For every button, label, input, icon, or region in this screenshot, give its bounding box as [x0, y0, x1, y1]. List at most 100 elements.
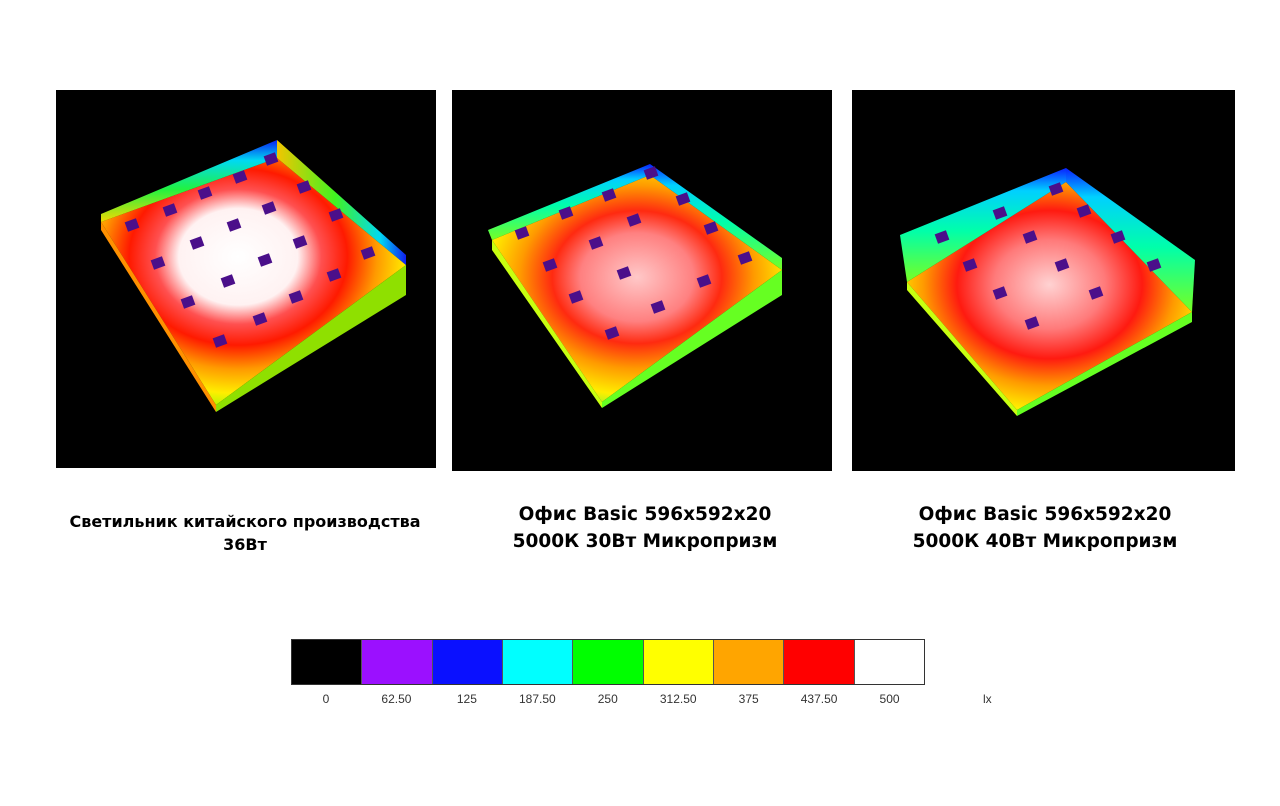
fixture	[257, 253, 273, 267]
back-wall-left	[900, 168, 1066, 282]
fixture-grid	[934, 182, 1162, 330]
front-edge-left	[101, 222, 216, 412]
color-scale-labels: 0 62.50 125 187.50 250 312.50 375 437.50 500	[291, 692, 931, 710]
fixture	[150, 256, 166, 270]
fixture	[180, 295, 196, 309]
fixture	[296, 180, 312, 194]
legend-swatch	[854, 640, 924, 684]
front-edge-left	[907, 282, 1017, 416]
room-3d-render	[900, 168, 1195, 416]
fixture	[162, 203, 178, 217]
back-wall-left	[488, 164, 650, 240]
unit-label: lx	[983, 692, 992, 706]
caption-line: 5000К 40Вт Микропризм	[912, 530, 1178, 552]
caption-line: 5000К 30Вт Микропризм	[512, 530, 778, 552]
fixture	[962, 258, 978, 272]
legend-value-label: 500	[879, 692, 900, 706]
fixture	[328, 208, 344, 222]
fixture	[1076, 204, 1092, 218]
room-3d-render	[101, 140, 406, 412]
fixture	[992, 206, 1008, 220]
front-edge-right	[1017, 312, 1192, 416]
fixture	[604, 326, 620, 340]
illuminance-render-chinese-36w	[56, 90, 436, 468]
fixture	[626, 213, 642, 227]
caption-panel-3: Офис Basic 596x592x20 5000К 40Вт Микропр…	[840, 502, 1250, 556]
fixture	[703, 221, 719, 235]
fixture	[263, 152, 279, 166]
legend-value-label: 125	[456, 692, 477, 706]
fixture	[1024, 316, 1040, 330]
fixture	[675, 192, 691, 206]
legend-value-label: 62.50	[381, 692, 412, 706]
floor-heatmap	[492, 175, 782, 402]
fixture-grid	[124, 152, 376, 348]
fixture	[226, 218, 242, 232]
front-edge-right	[602, 270, 782, 408]
fixture	[360, 246, 376, 260]
illuminance-render-office-basic-40w	[852, 90, 1235, 471]
back-wall-right	[650, 164, 782, 270]
fixture	[992, 286, 1008, 300]
legend-swatch	[502, 640, 574, 684]
legend-value-label: 250	[597, 692, 618, 706]
illuminance-render-office-basic-30w	[452, 90, 832, 471]
fixture	[288, 290, 304, 304]
fixture	[737, 251, 753, 265]
room-3d-render	[488, 164, 782, 408]
back-wall-right	[277, 140, 406, 265]
front-edge-left	[492, 240, 602, 408]
fixture	[1054, 258, 1070, 272]
floor-heatmap	[101, 158, 406, 405]
fixture	[601, 188, 617, 202]
fixture-grid	[514, 166, 753, 340]
fixture	[558, 206, 574, 220]
fixture	[696, 274, 712, 288]
fixture	[1022, 230, 1038, 244]
fixture	[220, 274, 236, 288]
fixture	[616, 266, 632, 280]
legend-value-label: 187.50	[518, 692, 556, 706]
legend-value-label: 312.50	[659, 692, 697, 706]
fixture	[514, 226, 530, 240]
legend-swatch	[713, 640, 785, 684]
fixture	[1088, 286, 1104, 300]
legend-swatch	[784, 640, 855, 684]
back-wall-left	[101, 140, 277, 222]
legend-swatch	[362, 640, 433, 684]
legend-value-label: 375	[738, 692, 759, 706]
fixture	[1048, 182, 1064, 196]
caption-line: Офис Basic 596x592x20	[518, 504, 772, 525]
fixture	[588, 236, 604, 250]
caption-panel-1: Светильник китайского производства 36Вт	[40, 510, 450, 556]
fixture	[1146, 258, 1162, 272]
caption-line: Офис Basic 596x592x20	[918, 504, 1172, 525]
fixture	[189, 236, 205, 250]
caption-panel-2: Офис Basic 596x592x20 5000К 30Вт Микропр…	[440, 502, 850, 556]
fixture	[326, 268, 342, 282]
legend-swatch	[573, 640, 644, 684]
caption-line: 36Вт	[223, 535, 267, 555]
legend-swatch	[643, 640, 714, 684]
fixture	[643, 166, 659, 180]
color-scale-legend	[291, 639, 925, 685]
fixture	[934, 230, 950, 244]
legend-value-label: 437.50	[800, 692, 838, 706]
fixture	[197, 186, 213, 200]
fixture	[252, 312, 268, 326]
legend-swatch	[432, 640, 503, 684]
fixture	[650, 300, 666, 314]
fixture	[1110, 230, 1126, 244]
caption-line: Светильник китайского производства	[69, 512, 421, 531]
fixture	[542, 258, 558, 272]
legend-value-label: 0	[322, 692, 330, 706]
fixture	[212, 334, 228, 348]
front-edge-right	[216, 265, 406, 412]
fixture	[261, 201, 277, 215]
fixture	[292, 235, 308, 249]
fixture	[568, 290, 584, 304]
fixture	[124, 218, 140, 232]
fixture	[232, 170, 248, 184]
back-wall-right	[1066, 168, 1195, 312]
legend-swatch	[292, 640, 363, 684]
